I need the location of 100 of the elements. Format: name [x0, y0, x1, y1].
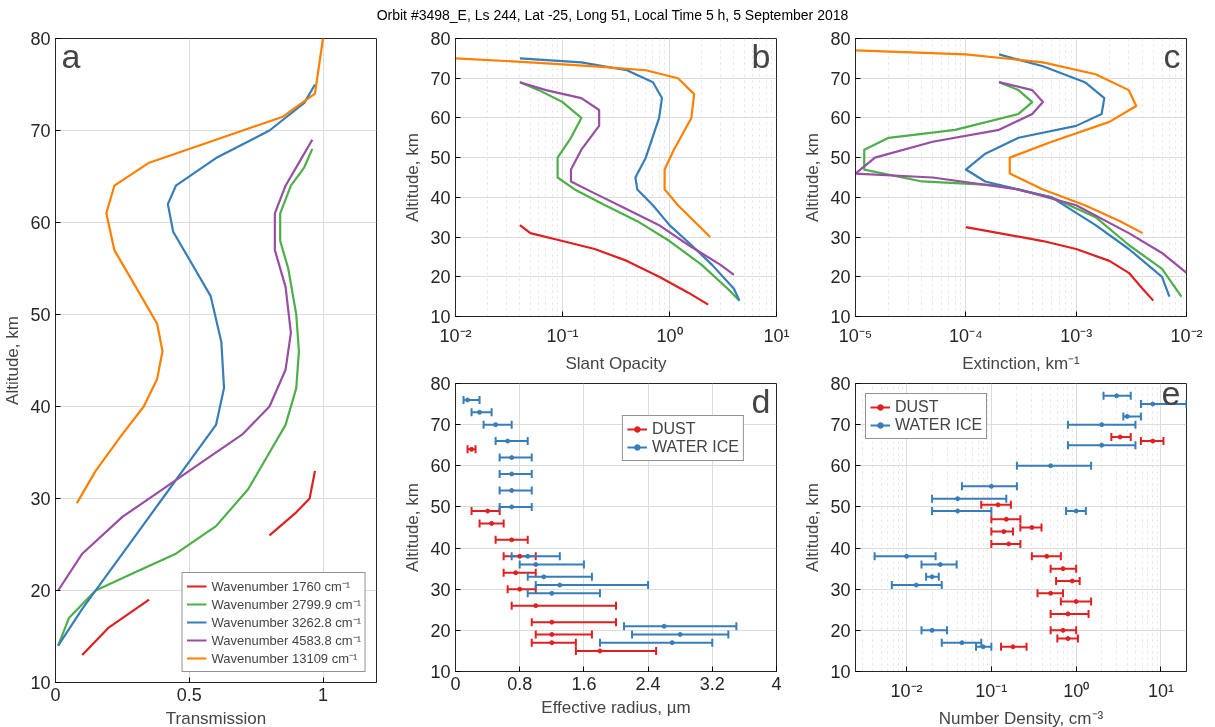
y-tick-label: 30: [430, 227, 451, 248]
y-tick-label: 80: [430, 374, 451, 394]
y-tick-label: 70: [430, 68, 451, 89]
y-tick-label: 60: [30, 213, 51, 233]
x-axis-title: Extinction, km⁻¹: [962, 353, 1081, 373]
point: [489, 520, 495, 526]
x-tick-label: 1: [317, 684, 329, 705]
y-tick-label: 70: [430, 415, 451, 436]
x-tick-label: 10⁻³: [1060, 325, 1093, 346]
y-tick-label: 60: [830, 108, 851, 129]
point: [509, 455, 515, 461]
x-tick-label: 10⁻¹: [975, 680, 1008, 701]
legend-label: DUST: [895, 398, 939, 416]
legend-label: DUST: [651, 420, 696, 438]
legend-label: Wavenumber 1760 cm⁻¹: [211, 578, 351, 595]
point: [541, 574, 547, 580]
point: [597, 648, 603, 654]
y-tick-label: 40: [430, 538, 451, 559]
annotation: c: [1163, 36, 1181, 75]
x-tick-label: 10⁻⁵: [838, 325, 873, 346]
point: [493, 422, 499, 428]
x-axis-title: Effective radius, µm: [541, 697, 691, 717]
y-tick-label: 80: [30, 29, 51, 49]
y-tick-label: 20: [430, 267, 451, 288]
legend-label: Wavenumber 3262.8 cm⁻¹: [211, 614, 361, 631]
annotation: a: [61, 36, 81, 75]
point: [477, 409, 483, 415]
x-tick-label: 0: [50, 684, 61, 705]
point: [533, 603, 539, 609]
point: [517, 586, 523, 592]
y-tick-label: 20: [830, 620, 851, 641]
y-tick-label: 40: [830, 538, 851, 559]
x-tick-label: 10⁻²: [1170, 325, 1203, 346]
y-tick-label: 30: [830, 579, 851, 600]
annotation: e: [1161, 373, 1181, 412]
point: [517, 553, 523, 559]
point: [513, 570, 519, 576]
y-tick-label: 80: [830, 29, 851, 49]
y-tick-label: 50: [430, 497, 451, 518]
x-tick-label: 10¹: [763, 325, 790, 346]
y-tick-label: 70: [30, 121, 51, 141]
legend-label: WATER ICE: [651, 438, 739, 456]
point: [661, 623, 667, 629]
y-tick-label: 30: [430, 579, 451, 600]
point: [549, 590, 555, 596]
point: [509, 471, 515, 477]
x-tick-label: 3.2: [699, 673, 725, 694]
y-axis-title: Altitude, km: [403, 133, 423, 222]
y-tick-label: 70: [830, 415, 851, 436]
y-tick-label: 10: [430, 662, 451, 682]
y-tick-label: 50: [30, 305, 51, 325]
point: [485, 508, 491, 514]
y-axis-title: Altitude, km: [3, 316, 23, 405]
y-tick-label: 50: [430, 148, 451, 169]
y-tick-label: 20: [430, 620, 451, 641]
y-axis-title: Altitude, km: [803, 133, 823, 222]
y-tick-label: 50: [830, 497, 851, 518]
y-tick-label: 70: [830, 68, 851, 89]
y-tick-label: 10: [830, 662, 851, 682]
x-tick-label: 10⁻¹: [546, 325, 579, 346]
x-axis-title: Transmission: [165, 708, 267, 727]
y-tick-label: 40: [830, 187, 851, 208]
point: [509, 537, 515, 543]
chart-title: Orbit #3498_E, Ls 244, Lat -25, Long 51, Local Time 5 h, 5 September 2018: [376, 6, 849, 25]
annotation: d: [751, 381, 771, 420]
x-tick-label: 10⁻⁴: [948, 325, 983, 346]
x-tick-label: 10⁰: [1063, 680, 1090, 701]
point: [533, 562, 539, 568]
point: [549, 640, 555, 646]
y-tick-label: 80: [830, 374, 851, 394]
y-axis-title: Altitude, km: [403, 483, 423, 572]
x-tick-label: 0.5: [176, 684, 202, 705]
legend-label: Wavenumber 4583.8 cm⁻¹: [211, 632, 361, 649]
point: [549, 619, 555, 625]
point: [525, 553, 531, 559]
annotation: b: [751, 36, 771, 75]
x-tick-label: 1.6: [571, 673, 597, 694]
point: [509, 504, 515, 510]
y-tick-label: 20: [830, 267, 851, 288]
x-tick-label: 10⁻²: [439, 325, 472, 346]
x-tick-label: 0: [450, 673, 461, 694]
legend-label: WATER ICE: [895, 416, 983, 434]
point: [669, 640, 675, 646]
x-tick-label: 10⁰: [656, 325, 683, 346]
legend-label: Wavenumber 2799.9 cm⁻¹: [211, 596, 361, 613]
point: [677, 631, 683, 637]
y-tick-label: 60: [830, 456, 851, 477]
x-tick-label: 0.8: [507, 673, 533, 694]
legend-label: Wavenumber 13109 cm⁻¹: [211, 650, 358, 667]
y-tick-label: 10: [30, 673, 51, 693]
x-tick-label: 2.4: [635, 673, 661, 694]
y-axis-title: Altitude, km: [803, 483, 823, 572]
x-axis-title: Number Density, cm⁻³: [938, 708, 1104, 727]
x-tick-label: 10⁻²: [890, 680, 923, 701]
point: [549, 631, 555, 637]
y-tick-label: 40: [430, 187, 451, 208]
x-axis-title: Slant Opacity: [565, 353, 668, 373]
y-tick-label: 60: [430, 456, 451, 477]
y-tick-label: 10: [430, 307, 451, 327]
y-tick-label: 60: [430, 108, 451, 129]
